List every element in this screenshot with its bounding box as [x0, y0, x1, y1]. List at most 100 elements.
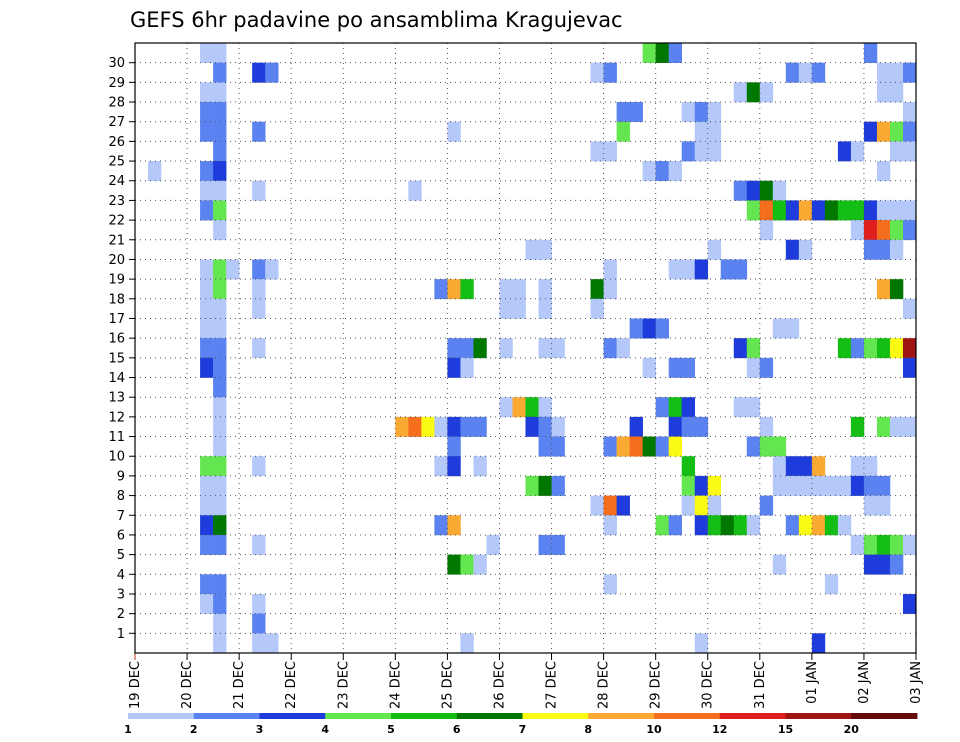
heatmap-cell [200, 102, 214, 123]
y-tick-label: 11 [108, 430, 125, 445]
y-tick-label: 4 [117, 568, 125, 583]
heatmap-cell [200, 200, 214, 221]
legend-label: 4 [321, 723, 329, 736]
legend-swatch [851, 713, 918, 719]
heatmap-cell [889, 416, 904, 437]
heatmap-cell [798, 475, 813, 496]
heatmap-cell [694, 495, 709, 516]
heatmap-cell [863, 43, 878, 63]
heatmap-cell [473, 456, 487, 477]
heatmap-cell [655, 397, 669, 418]
heatmap-cell [512, 279, 526, 300]
heatmap-cell [213, 416, 227, 437]
heatmap-cell [538, 338, 552, 359]
heatmap-cell [200, 534, 214, 555]
x-tick-label: 02 JAN [857, 661, 872, 704]
heatmap-cell [616, 495, 630, 516]
y-tick-label: 22 [108, 214, 125, 229]
legend-label: 2 [190, 723, 198, 736]
legend-label: 5 [387, 723, 395, 736]
heatmap-cell [603, 62, 617, 83]
y-tick-label: 13 [108, 391, 125, 406]
heatmap-cell [733, 82, 748, 103]
heatmap-cell [798, 62, 813, 83]
heatmap-cell [850, 200, 865, 221]
heatmap-cell [213, 633, 227, 654]
heatmap-cell [707, 475, 722, 496]
heatmap-cell [811, 475, 826, 496]
x-tick-label: 29 DEC [649, 661, 664, 709]
heatmap-cell [850, 475, 865, 496]
heatmap-cell [785, 239, 800, 260]
heatmap-cell [707, 515, 722, 536]
heatmap-cell [499, 338, 513, 359]
heatmap-cell [252, 338, 266, 359]
heatmap-cell [811, 62, 826, 83]
heatmap-cell [213, 200, 227, 221]
heatmap-cell [668, 436, 682, 457]
heatmap-cell [603, 259, 617, 280]
x-tick-label: 03 JAN [909, 661, 924, 704]
legend-swatch [719, 713, 786, 719]
heatmap-cell [213, 357, 227, 378]
y-tick-label: 6 [117, 528, 125, 543]
heatmap-cell [629, 436, 643, 457]
heatmap-cell [694, 475, 709, 496]
plot-frame [134, 42, 917, 654]
x-tick-label: 21 DEC [232, 661, 247, 709]
heatmap-cell [460, 338, 474, 359]
heatmap-cell [876, 279, 891, 300]
heatmap-cell [837, 338, 852, 359]
heatmap-cell [486, 534, 500, 555]
x-tick-label: 25 DEC [440, 661, 455, 709]
heatmap-cell [213, 161, 227, 182]
heatmap-cell [447, 338, 461, 359]
heatmap-cell [395, 416, 409, 437]
heatmap-cell [655, 318, 669, 339]
heatmap-cell [902, 416, 917, 437]
heatmap-cell [590, 62, 604, 83]
heatmap-cell [889, 239, 904, 260]
heatmap-cell [447, 416, 461, 437]
heatmap-cell [252, 180, 266, 201]
heatmap-cell [746, 82, 761, 103]
heatmap-cell [772, 436, 787, 457]
heatmap-cell [694, 141, 709, 162]
heatmap-cell [265, 62, 279, 83]
heatmap-cell [694, 515, 709, 536]
y-tick-label: 10 [108, 450, 125, 465]
heatmap-cell [876, 338, 891, 359]
heatmap-cell [681, 416, 696, 437]
heatmap-cell [720, 259, 735, 280]
heatmap-cell [213, 574, 227, 595]
heatmap-cell [200, 259, 214, 280]
legend-label: 3 [256, 723, 264, 736]
y-tick-label: 23 [108, 194, 125, 209]
heatmap-cell [447, 554, 461, 575]
heatmap-cell [759, 180, 774, 201]
heatmap-cell [200, 495, 214, 516]
heatmap-cell [850, 338, 865, 359]
heatmap-cell [837, 515, 852, 536]
heatmap-cell [655, 43, 669, 63]
heatmap-cell [603, 574, 617, 595]
heatmap-cell [889, 220, 904, 241]
heatmap-cell [876, 495, 891, 516]
heatmap-cell [850, 534, 865, 555]
heatmap-cell [798, 239, 813, 260]
y-tick-label: 15 [108, 351, 125, 366]
heatmap-cell [746, 200, 761, 221]
heatmap-cell [148, 161, 162, 182]
legend-label: 7 [519, 723, 527, 736]
heatmap-cell [213, 259, 227, 280]
heatmap-cell [447, 436, 461, 457]
heatmap-cell [668, 357, 682, 378]
heatmap-cell [798, 200, 813, 221]
legend-swatch [588, 713, 655, 719]
y-tick-label: 14 [108, 371, 125, 386]
chart-title: GEFS 6hr padavine po ansamblima Kragujev… [130, 8, 623, 32]
heatmap-cell [681, 495, 696, 516]
heatmap-cell [525, 397, 539, 418]
heatmap-cell [811, 456, 826, 477]
heatmap-cell [863, 456, 878, 477]
